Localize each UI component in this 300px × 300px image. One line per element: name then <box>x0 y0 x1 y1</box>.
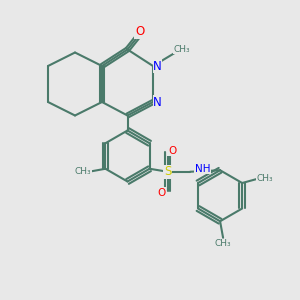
Text: CH₃: CH₃ <box>256 174 273 183</box>
Text: N: N <box>153 59 162 73</box>
Text: O: O <box>135 25 144 38</box>
Text: CH₃: CH₃ <box>75 167 91 176</box>
Text: S: S <box>164 165 171 178</box>
Text: N: N <box>153 95 162 109</box>
Text: NH: NH <box>195 164 210 174</box>
Text: O: O <box>168 146 176 156</box>
Text: CH₃: CH₃ <box>173 45 190 54</box>
Text: CH₃: CH₃ <box>215 239 231 248</box>
Text: O: O <box>158 188 166 198</box>
